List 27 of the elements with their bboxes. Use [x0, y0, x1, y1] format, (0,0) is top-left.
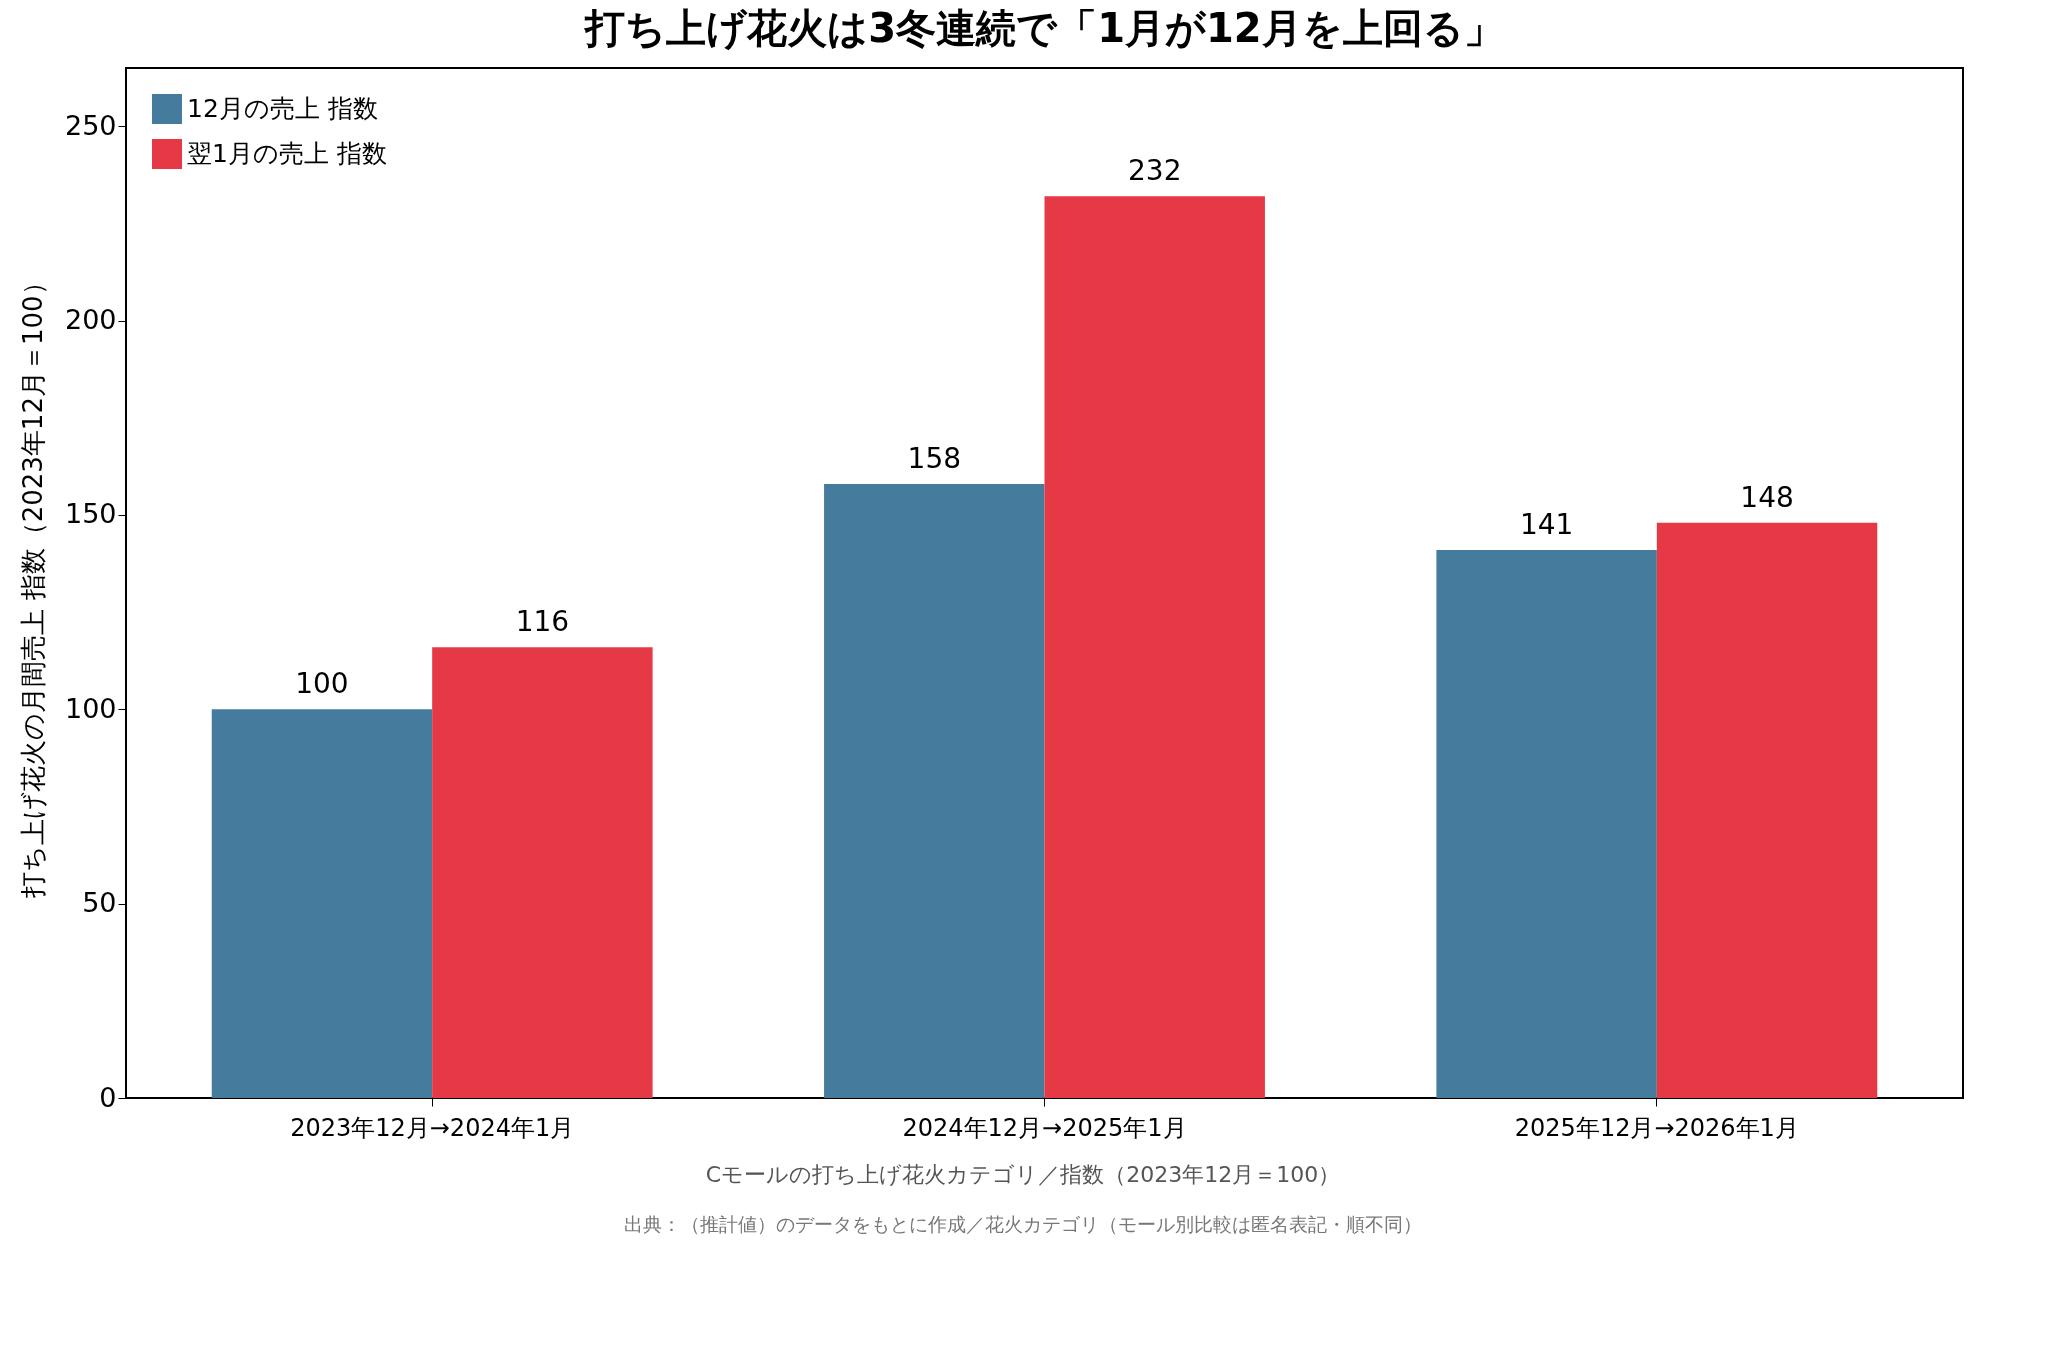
bar	[1044, 196, 1265, 1098]
bar	[432, 647, 653, 1098]
data-label: 141	[1519, 507, 1574, 541]
source-note: 出典：（推計値）のデータをもとに作成／花火カテゴリ（モール別比較は匿名表記・順不同）	[623, 1212, 1423, 1237]
data-label: 232	[1127, 154, 1182, 188]
legend-label: 翌1月の売上 指数	[187, 139, 387, 168]
data-label: 100	[295, 667, 349, 701]
bar	[824, 483, 1045, 1098]
x-tick-label: 2023年12月→2024年1月	[290, 1113, 575, 1142]
x-tick-label: 2025年12月→2026年1月	[1514, 1113, 1799, 1142]
y-tick-label: 250	[64, 109, 117, 141]
y-tick-label: 200	[64, 304, 117, 336]
y-tick-label: 100	[64, 692, 117, 724]
bar	[1436, 549, 1657, 1098]
text: Cモールの打ち上げ花火カテゴリ／指数（2023年12月＝100）	[704, 1161, 1342, 1189]
x-tick-label: 2024年12月→2025年1月	[902, 1113, 1187, 1142]
bar	[211, 709, 433, 1098]
y-tick-label: 0	[99, 1081, 117, 1113]
y-axis-title: 打ち上げ花火の月間売上 指数（2023年12月＝100）	[17, 269, 48, 899]
bar	[1656, 522, 1878, 1098]
chart-title: 打ち上げ花火は3冬連続で「1月が12月を上回る」	[583, 5, 1504, 51]
data-label: 158	[907, 441, 962, 475]
legend-label: 12月の売上 指数	[187, 94, 378, 123]
data-label: 116	[515, 605, 570, 639]
data-label: 148	[1740, 480, 1794, 514]
y-tick-label: 150	[64, 498, 117, 530]
y-tick-label: 50	[82, 887, 117, 919]
